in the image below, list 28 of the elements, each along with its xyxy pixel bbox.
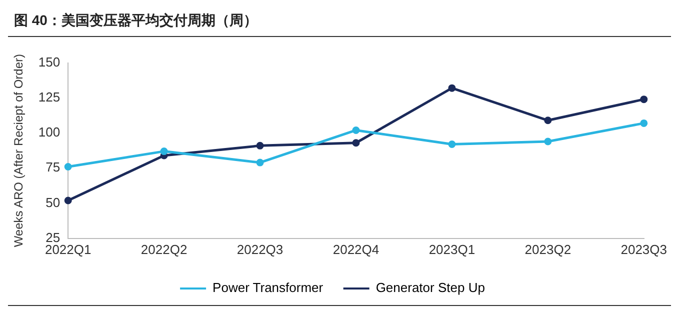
y-tick-label: 100 xyxy=(38,124,60,140)
x-tick-label: 2022Q2 xyxy=(140,242,188,257)
point xyxy=(352,139,360,147)
point xyxy=(160,148,168,156)
point xyxy=(256,142,264,150)
y-tick-label: 125 xyxy=(38,90,60,104)
chart-title: 图 40：美国变压器平均交付周期（周） xyxy=(8,8,671,37)
y-axis-title: Weeks ARO (After Reciept of Order) xyxy=(12,54,26,248)
x-tick-label: 2022Q4 xyxy=(332,242,380,257)
point xyxy=(640,96,648,104)
point xyxy=(256,158,264,166)
x-tick-label: 2023Q1 xyxy=(428,242,476,257)
point xyxy=(640,119,648,127)
x-tick-label: 2022Q3 xyxy=(236,242,284,257)
legend-label: Power Transformer xyxy=(212,280,324,296)
point xyxy=(352,126,360,134)
point xyxy=(448,84,456,92)
point xyxy=(544,138,552,146)
y-tick-label: 75 xyxy=(46,160,60,175)
x-tick-label: 2023Q3 xyxy=(620,242,667,257)
point xyxy=(64,163,72,171)
legend-label: Generator Step Up xyxy=(376,280,485,296)
y-tick-label: 150 xyxy=(38,54,60,70)
point xyxy=(448,140,456,148)
y-tick-label: 50 xyxy=(46,194,60,210)
point xyxy=(544,116,552,124)
x-tick-label: 2023Q2 xyxy=(524,242,572,257)
point xyxy=(64,196,72,204)
